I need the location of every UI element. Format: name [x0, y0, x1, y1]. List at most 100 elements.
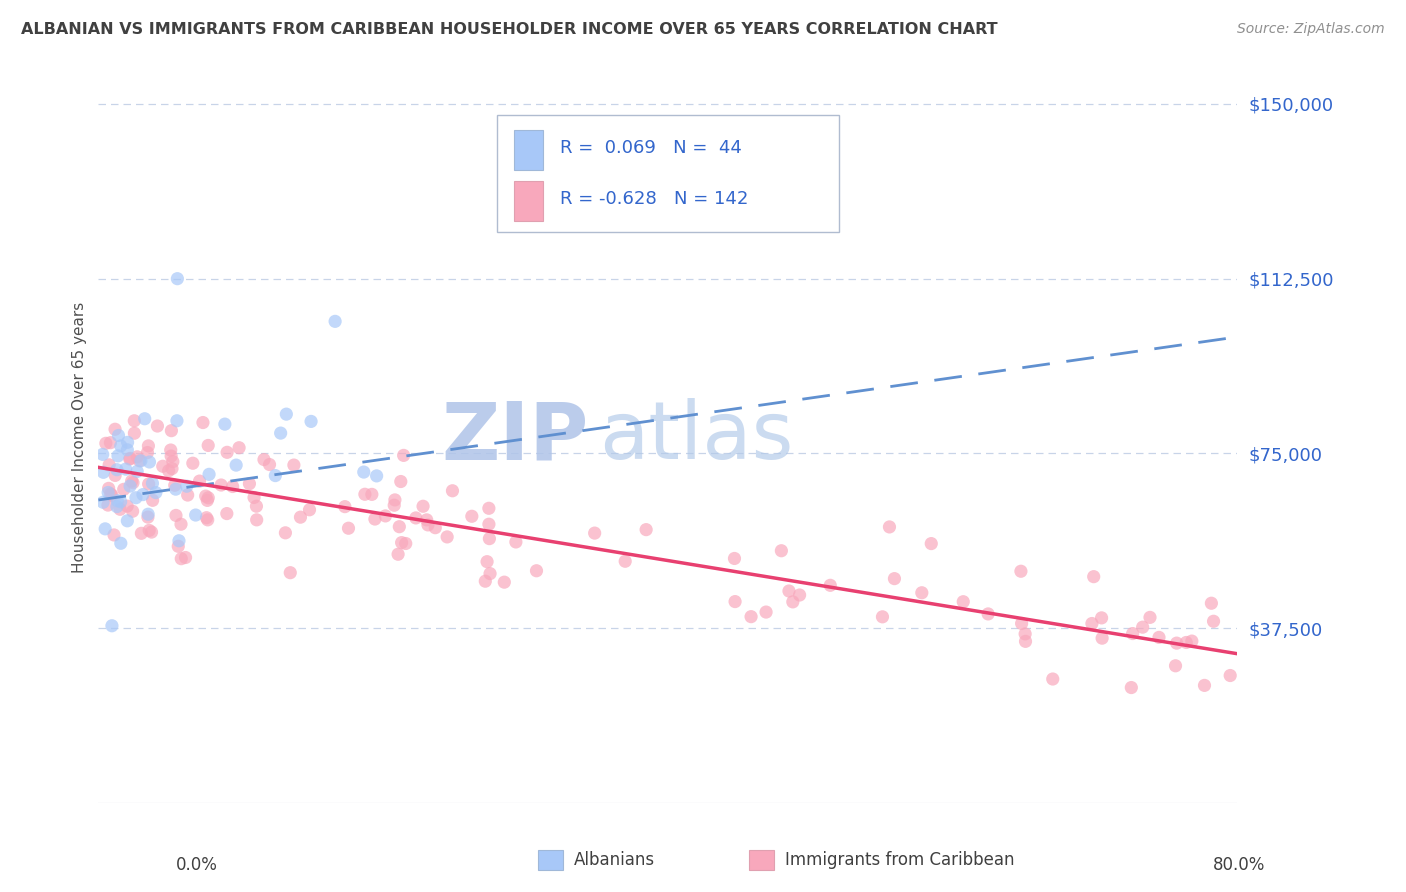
Point — [755, 605, 778, 619]
Point — [142, 493, 165, 508]
Point — [97, 481, 120, 495]
Point — [101, 488, 124, 502]
Point — [170, 517, 193, 532]
Point — [1219, 668, 1241, 682]
Point — [100, 435, 122, 450]
Point — [478, 517, 501, 532]
Point — [1042, 672, 1064, 686]
Point — [977, 607, 1000, 621]
Point — [163, 478, 186, 492]
Point — [245, 499, 267, 513]
Point — [97, 485, 120, 500]
Point — [160, 449, 183, 463]
Point — [103, 528, 125, 542]
Point — [364, 512, 387, 526]
Point — [474, 574, 496, 589]
Point — [337, 521, 360, 535]
Point — [141, 476, 163, 491]
Point — [128, 454, 150, 468]
Point — [160, 424, 183, 438]
Point — [952, 595, 974, 609]
Point — [416, 517, 439, 532]
Point — [1194, 678, 1216, 692]
Point — [138, 455, 160, 469]
Point — [778, 584, 800, 599]
Point — [1014, 627, 1036, 641]
Point — [198, 467, 221, 482]
Point — [494, 575, 516, 590]
Point — [389, 475, 412, 489]
Point — [215, 507, 238, 521]
Text: ZIP: ZIP — [441, 398, 588, 476]
Point — [104, 422, 127, 436]
Point — [167, 533, 190, 548]
Point — [1202, 615, 1225, 629]
Point — [1090, 611, 1112, 625]
Point — [1121, 681, 1143, 695]
Point — [118, 452, 141, 467]
Point — [278, 566, 301, 580]
Point — [214, 417, 236, 431]
Point — [197, 438, 219, 452]
Y-axis label: Householder Income Over 65 years: Householder Income Over 65 years — [72, 301, 87, 573]
Point — [354, 487, 377, 501]
Point — [259, 458, 281, 472]
Point — [1091, 631, 1114, 645]
Point — [264, 468, 287, 483]
Point — [107, 428, 129, 442]
Point — [125, 491, 148, 505]
Point — [276, 407, 298, 421]
Text: Immigrants from Caribbean: Immigrants from Caribbean — [785, 851, 1015, 869]
Point — [129, 454, 152, 468]
Point — [478, 532, 501, 546]
Point — [121, 504, 143, 518]
Point — [1147, 631, 1170, 645]
Point — [114, 462, 136, 476]
Point — [160, 461, 183, 475]
Point — [105, 463, 128, 477]
Point — [879, 520, 901, 534]
Point — [136, 445, 159, 459]
Point — [225, 458, 247, 472]
Point — [174, 550, 197, 565]
Point — [131, 526, 153, 541]
Point — [436, 530, 458, 544]
Point — [121, 474, 143, 488]
Point — [636, 523, 658, 537]
Point — [167, 539, 190, 553]
Point — [782, 595, 804, 609]
Point — [166, 414, 188, 428]
Point — [283, 458, 305, 472]
Point — [382, 498, 405, 512]
Point — [132, 487, 155, 501]
Point — [323, 314, 346, 328]
Point — [104, 468, 127, 483]
Point — [98, 458, 121, 472]
Text: Albanians: Albanians — [575, 851, 655, 869]
Point — [94, 436, 117, 450]
Text: 80.0%: 80.0% — [1213, 856, 1265, 874]
Point — [388, 519, 411, 533]
Point — [197, 513, 219, 527]
Point — [159, 443, 181, 458]
Point — [872, 610, 894, 624]
Point — [384, 492, 406, 507]
Point — [243, 491, 266, 505]
Point — [475, 555, 498, 569]
Point — [479, 566, 502, 581]
Point — [298, 502, 321, 516]
Point — [911, 586, 934, 600]
Bar — [515, 130, 543, 170]
Point — [166, 271, 188, 285]
Point — [1014, 634, 1036, 648]
Point — [1010, 564, 1032, 578]
Point — [194, 489, 217, 503]
Point — [270, 426, 292, 441]
Point — [105, 500, 128, 514]
Point — [1201, 596, 1223, 610]
Point — [97, 498, 120, 512]
Point — [127, 450, 149, 464]
Point — [188, 474, 211, 488]
Point — [120, 451, 142, 466]
Point — [127, 464, 149, 478]
